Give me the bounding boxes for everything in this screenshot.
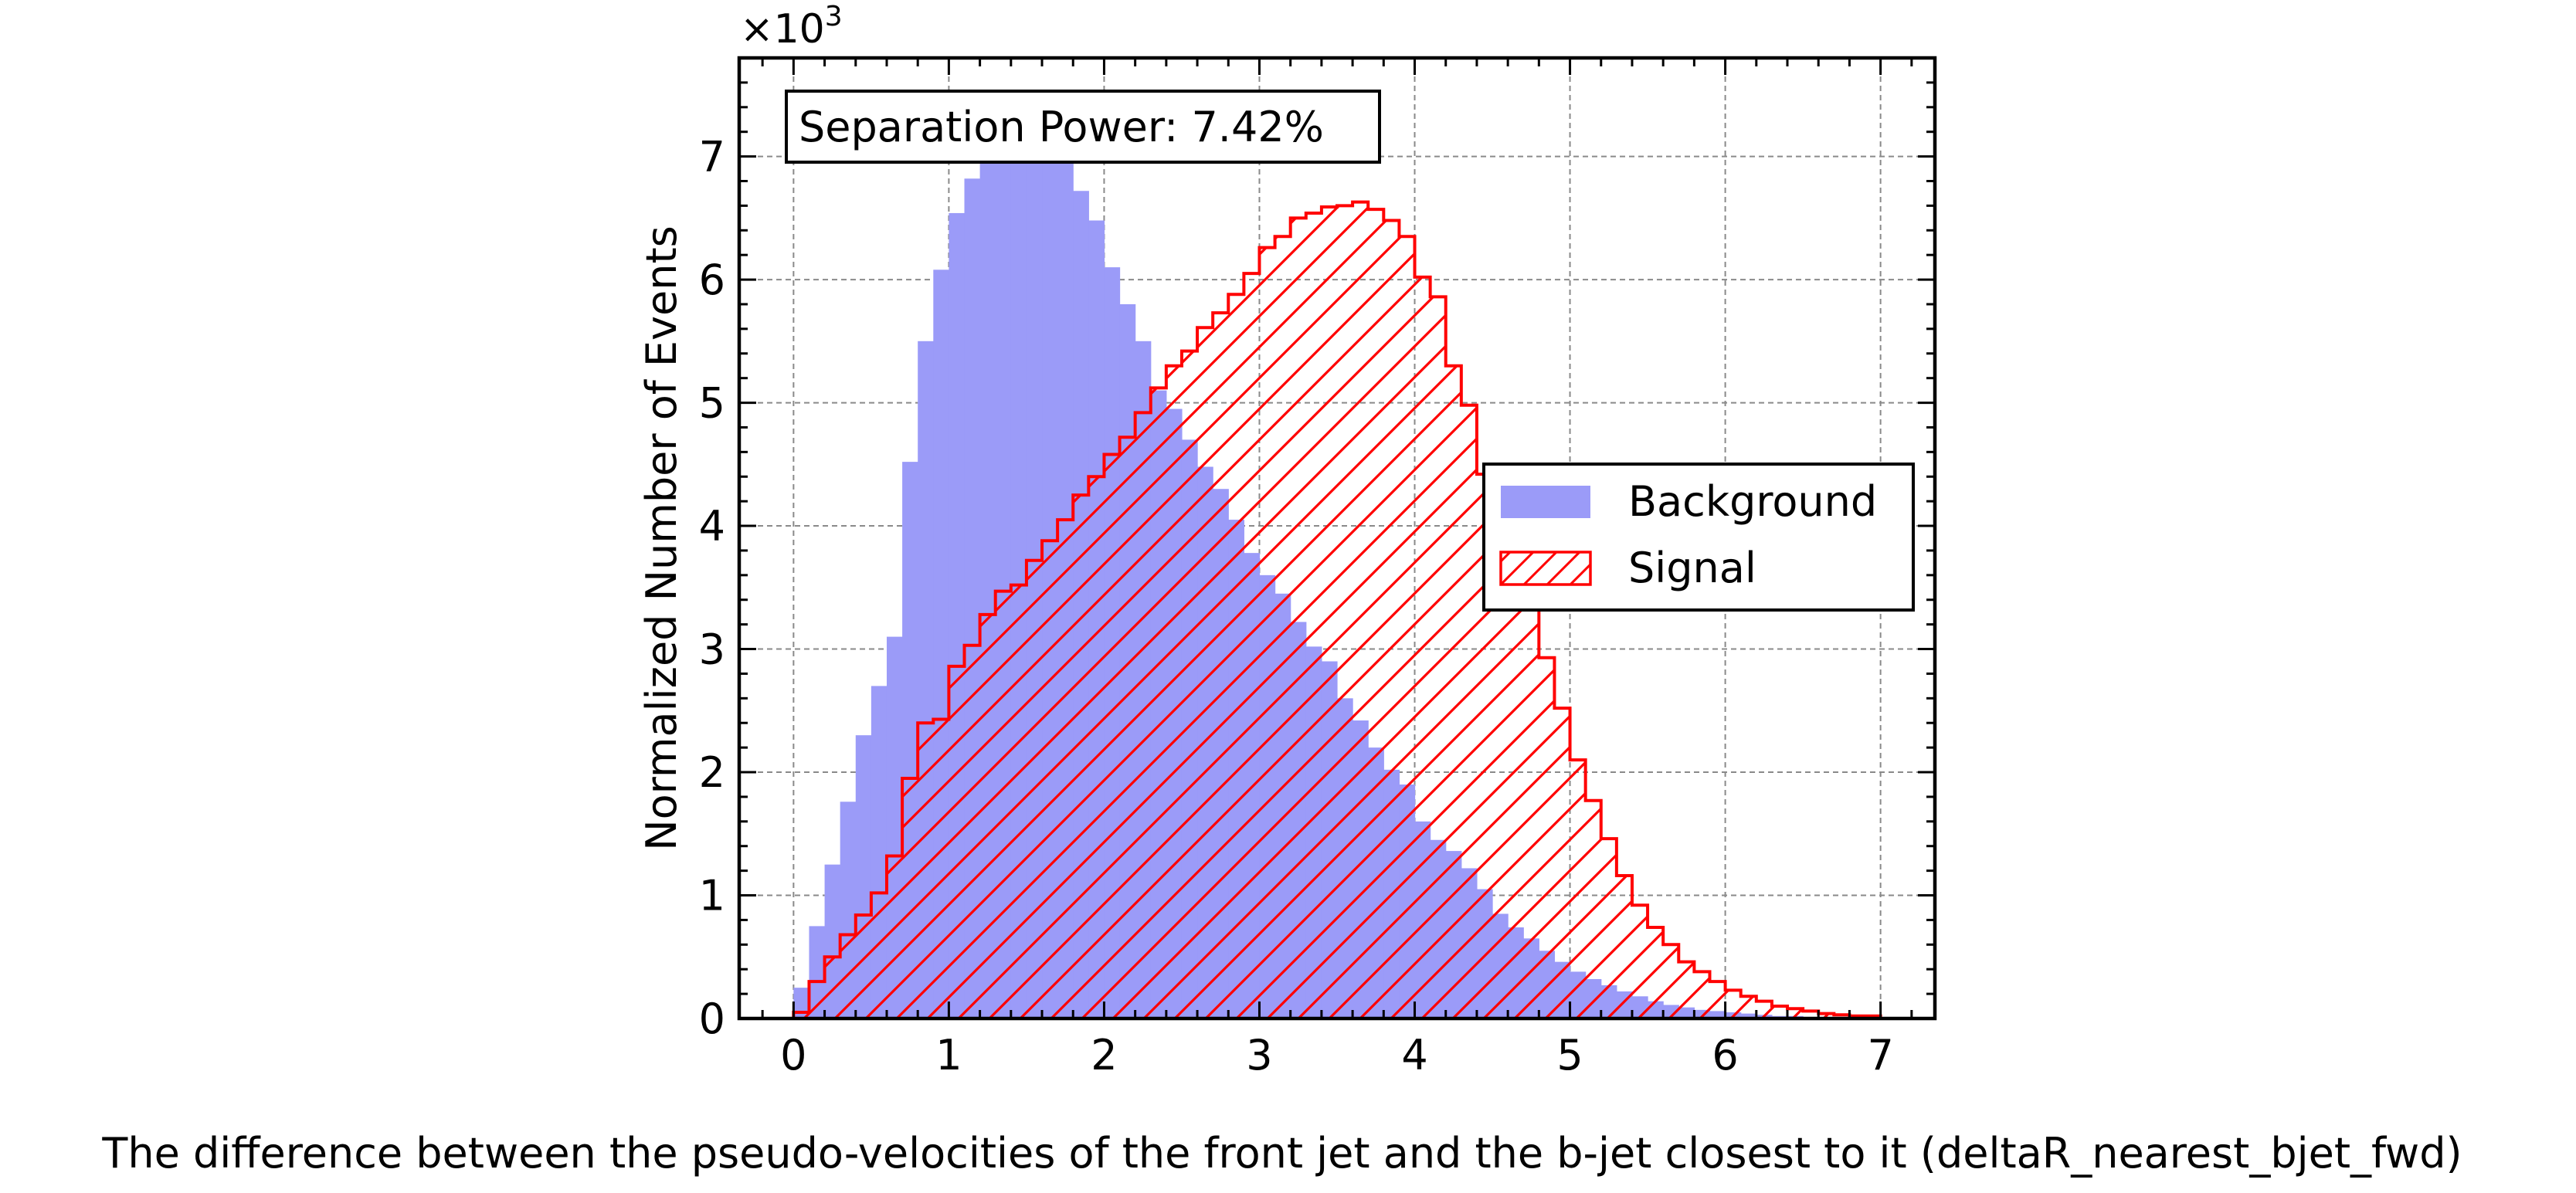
plot-frame [737,56,1937,1021]
x-tick-label: 4 [1401,1031,1427,1079]
y-tick-label: 5 [699,379,725,428]
y-tick-label: 4 [699,502,725,551]
separation-power-text: Separation Power: 7.42% [799,103,1324,151]
y-tick-labels: 0 1 2 3 4 5 6 7 [699,133,725,1043]
legend: Background Signal [1482,463,1915,612]
y-multiplier-label: ×103 [740,1,843,53]
legend-label-signal: Signal [1628,544,1756,592]
x-tick-label: 7 [1867,1031,1893,1079]
signal-step-line [792,200,1882,1018]
x-tick-label: 6 [1712,1031,1738,1079]
x-tick-label: 1 [935,1031,962,1079]
legend-swatch-background [1501,486,1590,518]
x-tick-label: 0 [780,1031,806,1079]
y-tick-label: 2 [699,748,725,797]
y-tick-label: 7 [699,133,725,181]
x-axis-label: The difference between the pseudo-veloci… [101,1129,2462,1178]
x-tick-label: 2 [1091,1031,1117,1079]
y-tick-label: 1 [699,872,725,920]
x-tick-labels: 0 1 2 3 4 5 6 7 [780,1031,1894,1079]
y-axis-label: Normalized Number of Events [637,225,686,851]
legend-swatch-signal [1499,551,1592,586]
separation-power-box: Separation Power: 7.42% [785,90,1381,164]
y-tick-label: 3 [699,625,725,674]
legend-label-background: Background [1628,477,1877,526]
y-tick-label: 0 [699,995,725,1043]
y-tick-label: 6 [699,256,725,304]
x-tick-label: 3 [1246,1031,1272,1079]
x-tick-label: 5 [1556,1031,1583,1079]
signal-histogram [792,200,1882,1018]
